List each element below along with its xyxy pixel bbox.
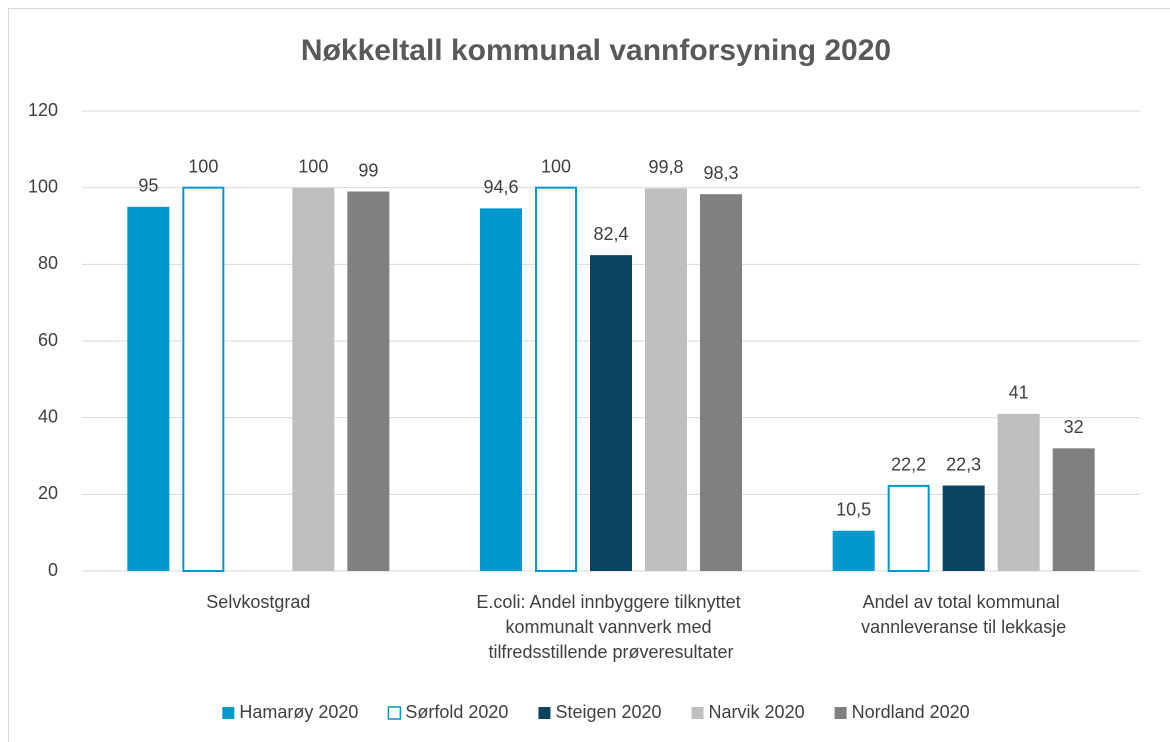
bar xyxy=(887,484,930,572)
y-tick-label: 100 xyxy=(28,176,58,196)
data-label: 100 xyxy=(541,156,571,176)
legend-label: Sørfold 2020 xyxy=(405,702,508,722)
x-tick-label: Andel av total kommunal vannleveranse ti… xyxy=(861,592,1066,637)
data-label: 10,5 xyxy=(836,500,871,520)
y-tick-label: 0 xyxy=(48,560,58,580)
legend-label: Nordland 2020 xyxy=(852,702,970,722)
legend-swatch xyxy=(691,707,704,719)
data-label: 100 xyxy=(298,156,328,176)
data-label: 99 xyxy=(358,160,378,180)
y-tick-label: 80 xyxy=(38,253,58,273)
y-tick-label: 20 xyxy=(38,483,58,503)
y-tick-label: 40 xyxy=(38,406,58,426)
chart-title: Nøkkeltall kommunal vannforsyning 2020 xyxy=(301,34,891,67)
legend-label: Steigen 2020 xyxy=(555,702,661,722)
bar xyxy=(535,186,577,573)
legend-swatch xyxy=(834,707,847,719)
bar xyxy=(1052,448,1095,571)
data-label: 98,3 xyxy=(703,163,738,183)
legend: Hamarøy 2020 Sørfold 2020 Steigen 2020 Narv… xyxy=(222,702,970,722)
bar xyxy=(590,255,632,571)
bar xyxy=(347,191,390,571)
bar xyxy=(645,188,687,571)
bar xyxy=(127,206,170,572)
bar xyxy=(832,530,875,571)
legend-label: Narvik 2020 xyxy=(709,702,805,722)
bar xyxy=(292,187,335,571)
legend-swatch xyxy=(387,706,402,720)
bar xyxy=(700,194,742,571)
data-label: 99,8 xyxy=(648,157,683,177)
legend-swatch xyxy=(538,707,551,719)
legend-label: Hamarøy 2020 xyxy=(239,702,358,722)
data-label: 22,2 xyxy=(891,455,926,475)
x-tick-label: E.coli: Andel innbyggere tilknyttet komm… xyxy=(476,592,745,662)
data-label: 41 xyxy=(1009,383,1029,403)
data-label: 32 xyxy=(1064,417,1084,437)
data-label: 94,6 xyxy=(483,177,518,197)
bar xyxy=(480,208,522,571)
data-label: 100 xyxy=(188,156,218,176)
bar xyxy=(942,485,985,571)
data-label: 22,3 xyxy=(946,454,981,474)
bar xyxy=(182,186,225,573)
legend-swatch xyxy=(222,707,235,719)
data-label: 95 xyxy=(138,176,158,196)
bar xyxy=(997,413,1040,571)
x-tick-label: Selvkostgrad xyxy=(206,592,310,612)
y-tick-label: 60 xyxy=(38,330,58,350)
data-label: 82,4 xyxy=(593,224,628,244)
y-tick-label: 120 xyxy=(28,100,58,120)
